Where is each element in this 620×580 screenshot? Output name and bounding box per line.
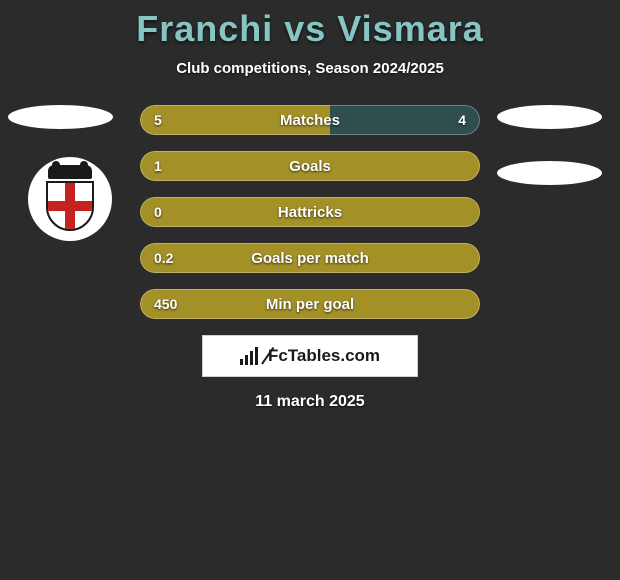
page-title: Franchi vs Vismara xyxy=(0,0,620,50)
page-subtitle: Club competitions, Season 2024/2025 xyxy=(0,60,620,77)
stat-value-left: 0.2 xyxy=(154,250,173,266)
stat-bar-left xyxy=(140,197,480,227)
stat-bar: Goals per match0.2 xyxy=(140,243,480,273)
stat-value-left: 450 xyxy=(154,296,177,312)
stat-bar: Matches54 xyxy=(140,105,480,135)
stat-bar-left xyxy=(140,289,480,319)
fctables-attribution[interactable]: FcTables.com xyxy=(202,335,418,377)
stats-section: Matches54Goals1Hattricks0Goals per match… xyxy=(0,105,620,319)
stat-row: Hattricks0 xyxy=(0,197,620,227)
stat-value-left: 5 xyxy=(154,112,162,128)
stat-bar-left xyxy=(140,243,480,273)
fctables-label: FcTables.com xyxy=(268,346,380,366)
stat-bar: Hattricks0 xyxy=(140,197,480,227)
stat-row: Min per goal450 xyxy=(0,289,620,319)
stat-bar: Min per goal450 xyxy=(140,289,480,319)
stat-row: Matches54 xyxy=(0,105,620,135)
stat-bar: Goals1 xyxy=(140,151,480,181)
bar-chart-icon xyxy=(240,347,262,365)
stat-value-left: 1 xyxy=(154,158,162,174)
date-text: 11 march 2025 xyxy=(0,393,620,411)
stat-bar-left xyxy=(140,105,330,135)
stat-row: Goals per match0.2 xyxy=(0,243,620,273)
stat-value-right: 4 xyxy=(458,112,466,128)
stat-row: Goals1 xyxy=(0,151,620,181)
stat-bar-left xyxy=(140,151,480,181)
stat-value-left: 0 xyxy=(154,204,162,220)
